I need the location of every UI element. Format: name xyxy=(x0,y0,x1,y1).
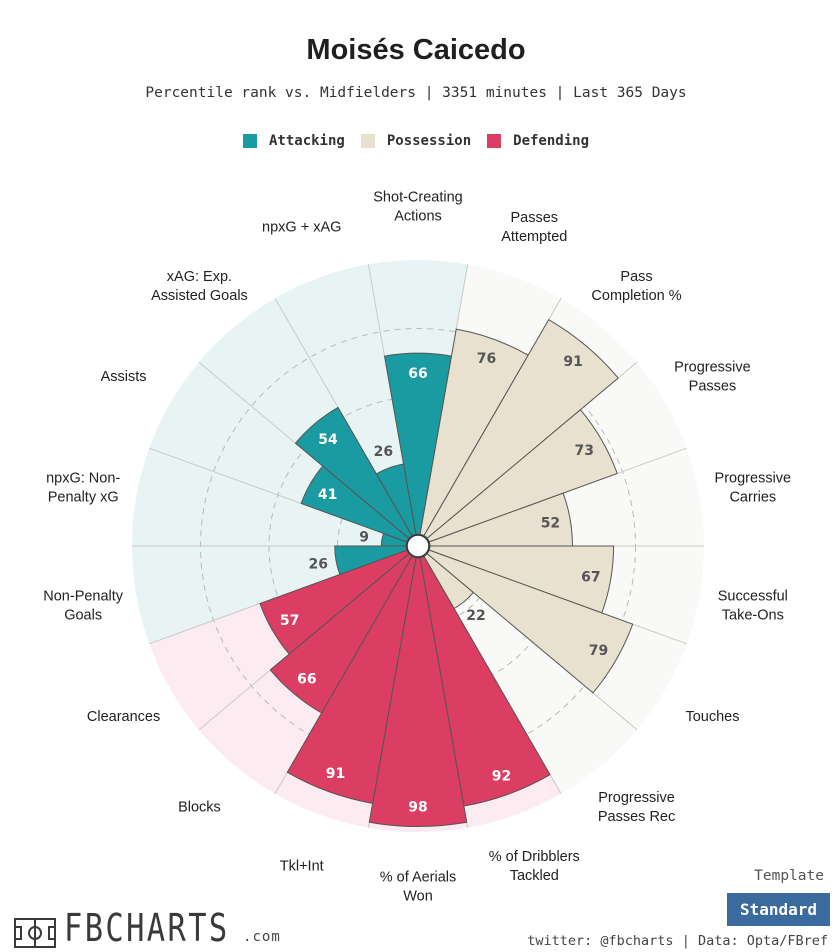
logo-text: FBCHARTS xyxy=(64,906,230,950)
sector-bg-npxg-xag xyxy=(275,264,416,536)
axis-label-progressive-passes: Progressive Passes xyxy=(674,360,751,395)
axis-label-progressive-carries: Progressive Carries xyxy=(715,470,792,505)
axis-label-progressive-passes-rec: Progressive Passes Rec xyxy=(598,790,675,825)
value-label-non-penalty-goals: 26 xyxy=(309,557,328,573)
value-label-touches: 79 xyxy=(589,643,608,659)
value-label-assists: 41 xyxy=(318,487,337,503)
bar-pass-completion xyxy=(423,318,619,539)
axis-label-passes-attempted: Passes Attempted xyxy=(501,210,567,245)
axis-label-npxg-non-penalty-xg: npxG: Non-Penalty xG xyxy=(46,470,120,505)
value-label-tkl-int: 91 xyxy=(326,766,345,782)
axis-label-touches: Touches xyxy=(685,709,739,725)
axis-label-blocks: Blocks xyxy=(178,799,221,815)
value-label-pass-completion: 91 xyxy=(563,354,582,370)
legend-label-possession: Possession xyxy=(386,133,472,149)
sector-bg-progressive-passes-rec xyxy=(424,553,638,794)
legend-item-attacking: Attacking xyxy=(242,133,345,149)
value-label-progressive-passes-rec: 22 xyxy=(466,608,485,624)
legend-swatch-possession xyxy=(360,134,375,148)
value-label-progressive-passes: 73 xyxy=(575,443,594,459)
pitch-icon xyxy=(14,918,56,948)
axis-label-xag-exp-assisted-goals: xAG: Exp. Assisted Goals xyxy=(151,269,248,304)
fbcharts-logo: FBCHARTS .com xyxy=(14,908,281,948)
center-hub xyxy=(406,534,430,558)
legend-label-attacking: Attacking xyxy=(268,133,345,149)
value-label-passes-attempted: 76 xyxy=(477,351,496,367)
legend-item-possession: Possession xyxy=(360,133,472,149)
bar-non-penalty-goals xyxy=(334,545,408,576)
bar-tkl-int xyxy=(286,555,417,804)
bar-progressive-passes xyxy=(426,409,618,543)
value-label-npxg-xag: 26 xyxy=(374,444,393,460)
bar-blocks xyxy=(269,553,413,714)
value-label-of-dribblers-tackled: 92 xyxy=(492,768,511,784)
value-label-blocks: 66 xyxy=(297,671,316,687)
bar-of-dribblers-tackled xyxy=(419,555,551,807)
bar-clearances xyxy=(259,549,410,655)
axis-label-npxg-xag: npxG + xAG xyxy=(262,220,341,236)
logo-suffix: .com xyxy=(243,929,281,945)
sector-bg-npxg-non-penalty-xg xyxy=(132,448,407,546)
value-label-xag-exp-assisted-goals: 54 xyxy=(318,432,338,448)
axis-label-clearances: Clearances xyxy=(87,709,160,725)
axis-label-successful-take-ons: Successful Take-Ons xyxy=(718,589,788,624)
axis-label-shot-creating-actions: Shot-Creating Actions xyxy=(373,190,462,225)
value-label-successful-take-ons: 67 xyxy=(581,569,600,585)
value-label-progressive-carries: 52 xyxy=(541,516,560,532)
bar-xag-exp-assisted-goals xyxy=(294,406,413,539)
legend-item-defending: Defending xyxy=(487,133,589,149)
legend-label-defending: Defending xyxy=(513,133,589,149)
axis-label-of-dribblers-tackled: % of Dribblers Tackled xyxy=(489,849,580,884)
bar-npxg-xag xyxy=(375,463,417,537)
value-label-npxg-non-penalty-xg: 9 xyxy=(359,530,369,546)
value-label-clearances: 57 xyxy=(280,613,299,629)
value-label-shot-creating-actions: 66 xyxy=(408,366,427,382)
axis-label-tkl-int: Tkl+Int xyxy=(280,858,324,874)
bar-touches xyxy=(426,549,634,694)
legend-swatch-defending xyxy=(487,134,502,148)
bar-of-aerials-won xyxy=(368,557,468,828)
chart-title: Moisés Caicedo xyxy=(306,34,526,66)
axis-label-pass-completion: Pass Completion % xyxy=(591,269,681,304)
value-label-of-aerials-won: 98 xyxy=(408,800,427,816)
chart-subtitle: Percentile rank vs. Midfielders | 3351 m… xyxy=(145,85,687,101)
legend: Attacking Possession Defending xyxy=(0,133,832,149)
axis-label-of-aerials-won: % of Aerials Won xyxy=(380,870,457,905)
template-standard-button[interactable]: Standard xyxy=(727,893,830,926)
axis-label-assists: Assists xyxy=(101,369,147,385)
template-label: Template xyxy=(754,868,824,884)
bar-passes-attempted xyxy=(419,328,529,537)
legend-swatch-attacking xyxy=(242,134,257,148)
axis-label-non-penalty-goals: Non-Penalty Goals xyxy=(43,589,124,624)
credits: twitter: @fbcharts | Data: Opta/FBref xyxy=(527,933,828,949)
